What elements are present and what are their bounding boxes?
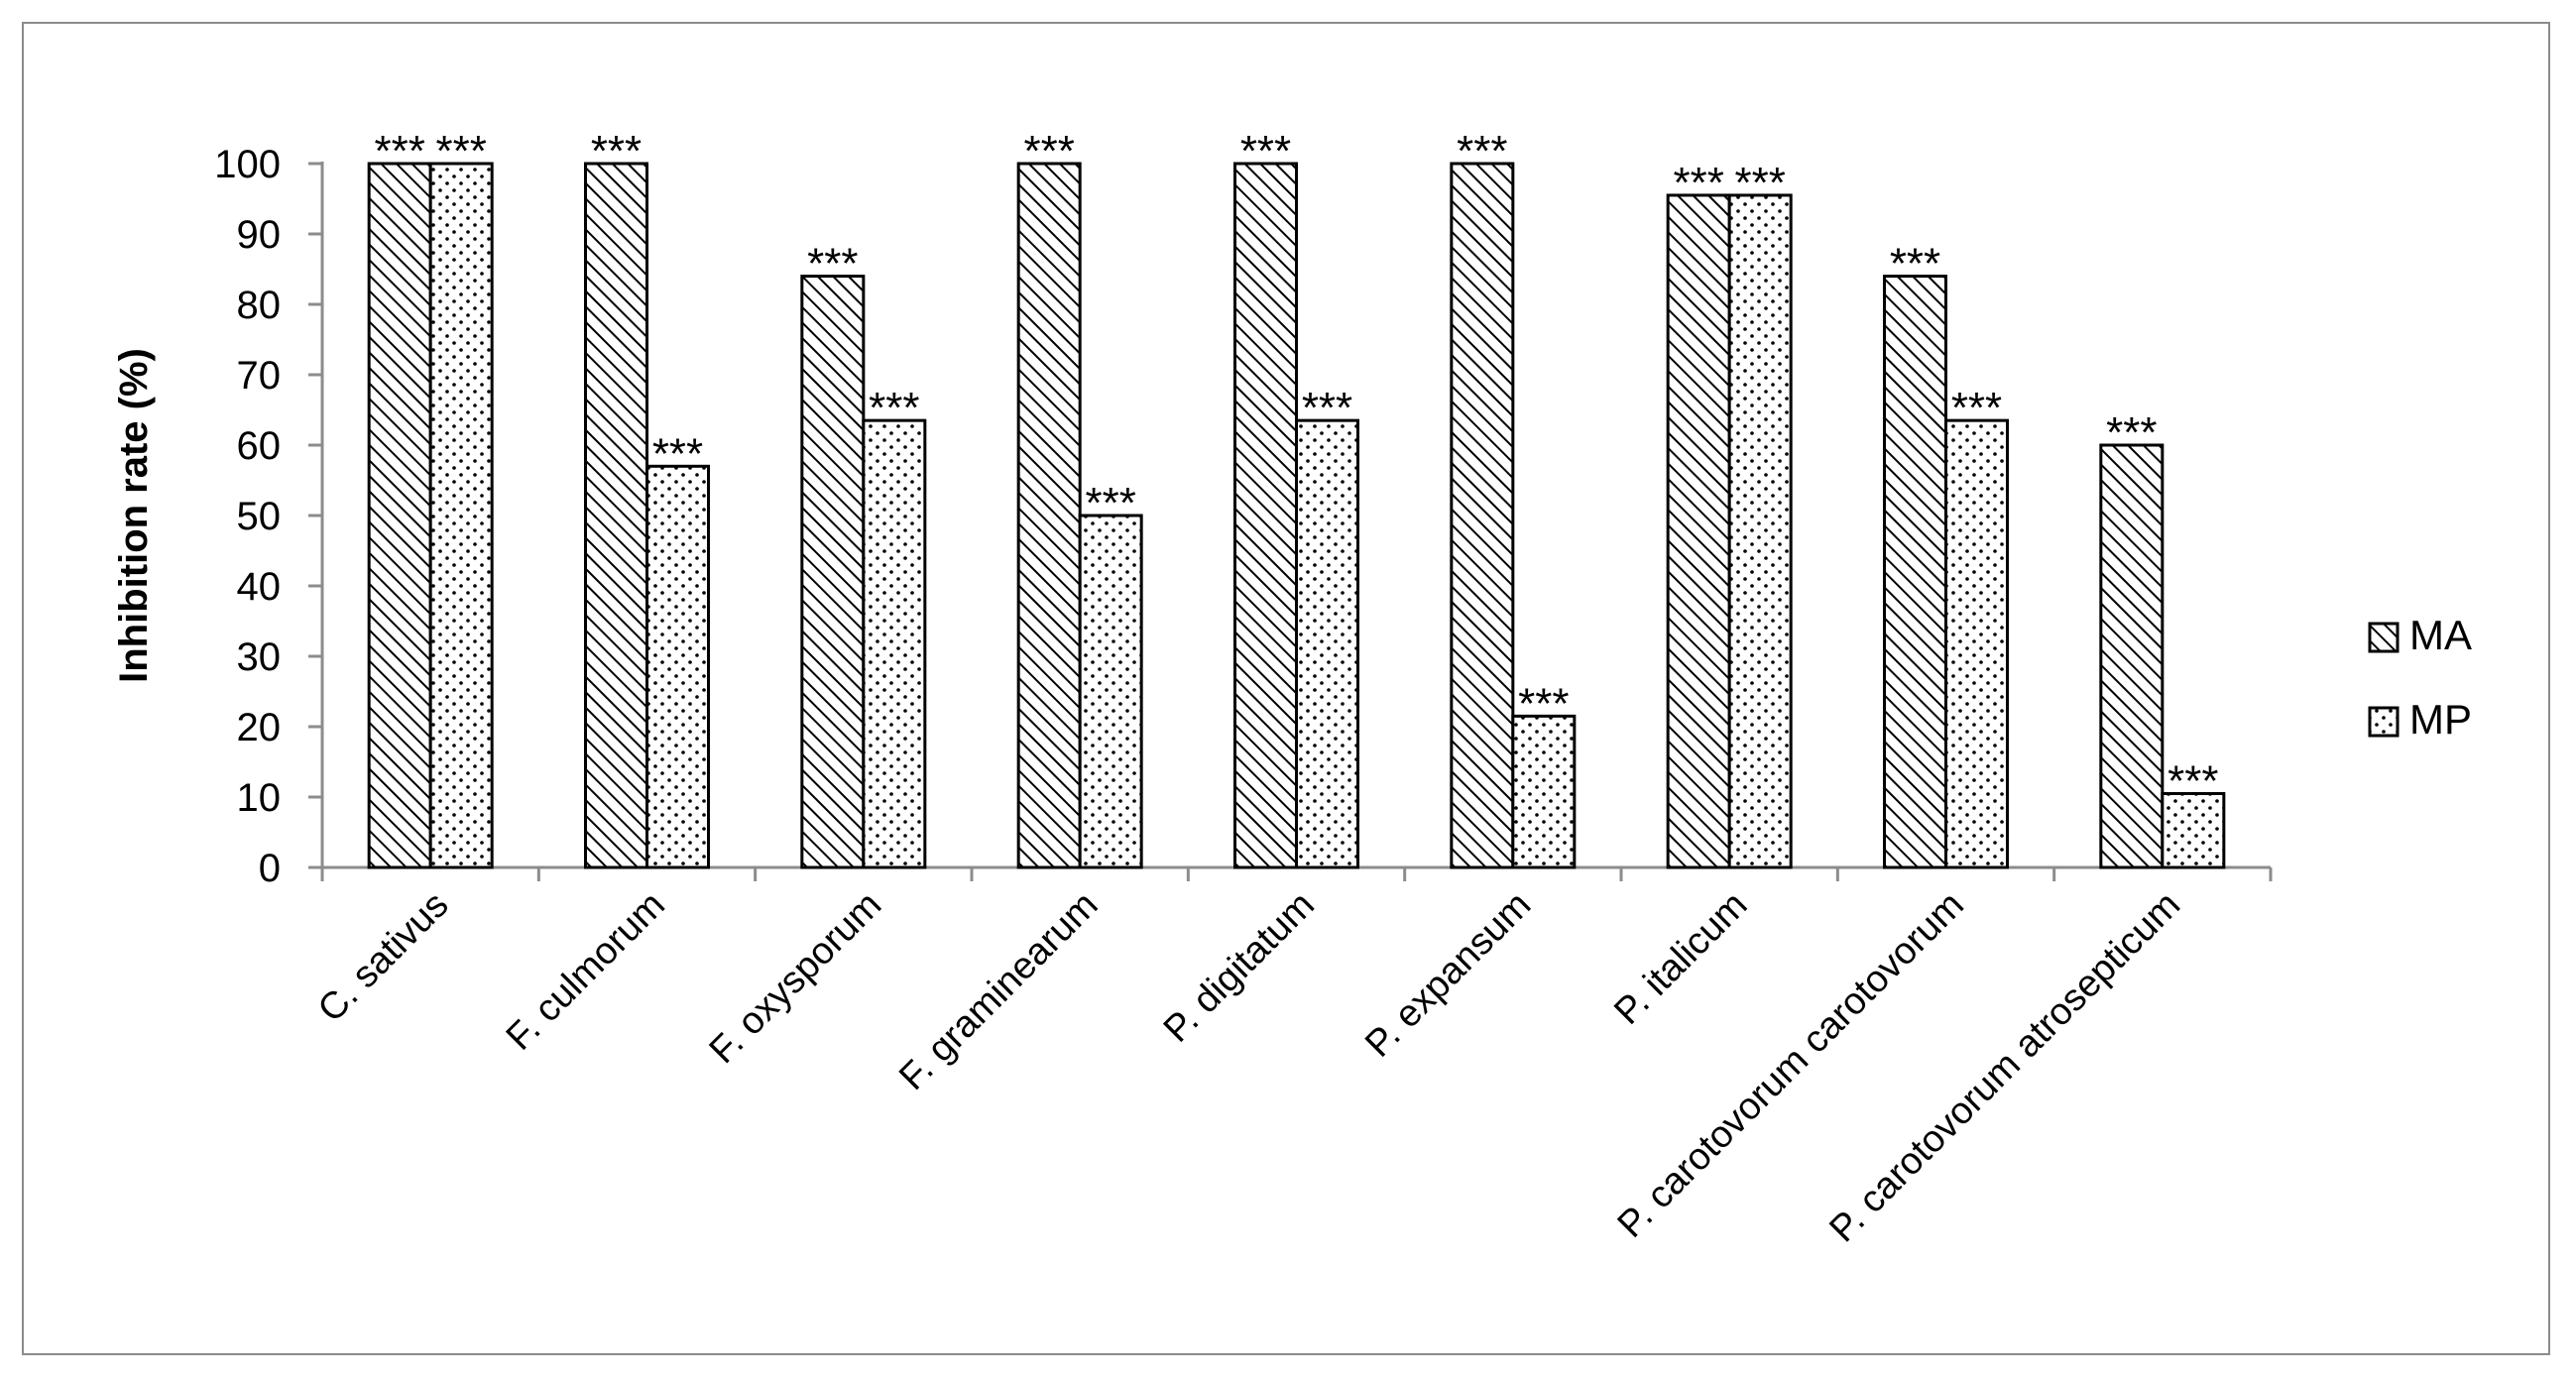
x-category-label: P. carotovorum atrosepticum: [1821, 884, 2188, 1251]
significance-label: ***: [374, 127, 424, 175]
significance-label: ***: [1734, 159, 1785, 207]
x-category-label: P. carotovorum carotovorum: [1610, 884, 1972, 1246]
legend-label-mp: MP: [2409, 696, 2472, 743]
bar-ma: [367, 162, 432, 869]
bar-ma: [1666, 193, 1731, 869]
x-category-label: P. expansum: [1357, 884, 1539, 1066]
bar-ma: [800, 275, 866, 869]
significance-label: ***: [2106, 408, 2157, 457]
y-axis-title: Inhibition rate (%): [112, 348, 156, 683]
bar-mp: [862, 418, 927, 869]
bar-mp: [1944, 418, 2009, 869]
y-tick-label: 80: [237, 284, 282, 327]
y-tick-label: 100: [214, 143, 281, 186]
y-tick-label: 0: [259, 847, 281, 890]
y-tick-label: 10: [237, 776, 282, 820]
y-tick-label: 50: [237, 495, 282, 538]
significance-label: ***: [1951, 384, 2002, 432]
x-category-label: F. graminearum: [891, 884, 1106, 1098]
significance-label: ***: [1457, 127, 1507, 175]
bar-mp: [645, 464, 710, 869]
significance-label: ***: [1240, 127, 1291, 175]
x-category-label: P. digitatum: [1156, 884, 1323, 1051]
x-category-label: C. sativus: [310, 884, 457, 1031]
legend-label-ma: MA: [2409, 612, 2472, 658]
significance-label: ***: [652, 429, 703, 478]
significance-label: ***: [1023, 127, 1074, 175]
significance-label: ***: [1673, 159, 1723, 207]
significance-label: ***: [591, 127, 642, 175]
significance-label: ***: [1518, 679, 1569, 728]
bar-mp: [1511, 714, 1577, 869]
bar-mp: [1727, 193, 1793, 869]
significance-label: ***: [807, 240, 858, 288]
legend-swatch-ma: [2368, 622, 2400, 653]
x-category-label: P. italicum: [1606, 884, 1755, 1033]
bar-ma: [584, 162, 648, 869]
y-tick-label: 30: [237, 635, 282, 679]
bar-ma: [1450, 162, 1515, 869]
significance-label: ***: [1302, 384, 1352, 432]
bar-mp: [2161, 791, 2226, 869]
significance-label: ***: [435, 127, 486, 175]
x-category-label: F. culmorum: [499, 884, 673, 1059]
x-category-label: F. oxysporum: [702, 884, 889, 1072]
significance-label: ***: [2167, 756, 2218, 805]
bar-mp: [1078, 514, 1143, 869]
significance-label: ***: [869, 384, 919, 432]
bar-ma: [2099, 443, 2165, 869]
y-tick-label: 20: [237, 706, 282, 749]
bar-mp: [1295, 418, 1359, 869]
bar-mp: [428, 162, 494, 869]
legend-swatch-mp: [2368, 706, 2400, 738]
y-tick-label: 70: [237, 354, 282, 398]
bar-ma: [1233, 162, 1298, 869]
significance-label: ***: [1890, 240, 1940, 288]
y-tick-label: 90: [237, 213, 282, 257]
significance-label: ***: [1085, 479, 1135, 527]
bar-ma: [1883, 275, 1947, 869]
y-tick-label: 60: [237, 424, 282, 468]
bar-ma: [1016, 162, 1082, 869]
y-tick-label: 40: [237, 565, 282, 609]
